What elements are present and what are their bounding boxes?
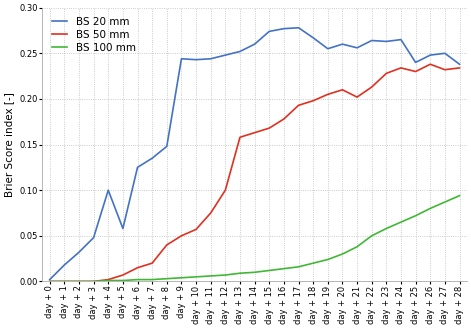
BS 100 mm (135, 277, 140, 281)
BS 100 mm (149, 277, 155, 281)
BS 20 mm (120, 227, 126, 231)
BS 100 mm (179, 276, 184, 280)
BS 50 mm (383, 72, 389, 75)
BS 20 mm (208, 57, 213, 61)
BS 20 mm (252, 42, 258, 46)
BS 20 mm (398, 38, 404, 42)
BS 100 mm (193, 275, 199, 279)
BS 100 mm (427, 206, 433, 210)
BS 50 mm (252, 131, 258, 135)
BS 50 mm (310, 99, 316, 103)
BS 100 mm (222, 273, 228, 277)
BS 20 mm (222, 53, 228, 57)
BS 50 mm (76, 279, 82, 283)
BS 50 mm (369, 85, 374, 89)
BS 20 mm (296, 26, 301, 30)
BS 100 mm (398, 220, 404, 224)
BS 100 mm (208, 274, 213, 278)
BS 50 mm (91, 279, 97, 283)
BS 20 mm (149, 156, 155, 160)
BS 100 mm (340, 252, 345, 256)
BS 20 mm (106, 188, 111, 192)
BS 20 mm (267, 30, 272, 33)
BS 100 mm (413, 214, 418, 218)
BS 50 mm (442, 68, 448, 72)
BS 100 mm (310, 261, 316, 265)
BS 20 mm (369, 39, 374, 43)
BS 100 mm (47, 279, 53, 283)
BS 20 mm (310, 36, 316, 40)
BS 20 mm (427, 53, 433, 57)
BS 50 mm (179, 234, 184, 238)
BS 50 mm (164, 243, 170, 247)
BS 20 mm (383, 39, 389, 43)
BS 20 mm (281, 27, 287, 31)
BS 100 mm (91, 279, 97, 283)
Line: BS 100 mm: BS 100 mm (50, 195, 460, 281)
BS 100 mm (252, 270, 258, 274)
BS 100 mm (325, 257, 331, 261)
BS 50 mm (237, 135, 243, 139)
BS 20 mm (325, 47, 331, 51)
BS 50 mm (413, 70, 418, 73)
BS 50 mm (120, 273, 126, 277)
BS 20 mm (179, 57, 184, 61)
BS 20 mm (457, 62, 463, 66)
BS 20 mm (164, 144, 170, 148)
BS 100 mm (281, 267, 287, 271)
BS 100 mm (62, 279, 67, 283)
BS 50 mm (106, 277, 111, 281)
BS 50 mm (135, 266, 140, 270)
BS 50 mm (47, 279, 53, 283)
BS 100 mm (164, 277, 170, 281)
BS 100 mm (442, 200, 448, 204)
BS 100 mm (120, 278, 126, 282)
BS 100 mm (383, 227, 389, 231)
BS 100 mm (76, 279, 82, 283)
BS 20 mm (354, 46, 360, 50)
Legend: BS 20 mm, BS 50 mm, BS 100 mm: BS 20 mm, BS 50 mm, BS 100 mm (48, 13, 140, 57)
BS 50 mm (457, 66, 463, 70)
BS 50 mm (193, 227, 199, 231)
BS 50 mm (281, 117, 287, 121)
BS 20 mm (135, 165, 140, 169)
BS 20 mm (47, 277, 53, 281)
BS 20 mm (340, 42, 345, 46)
BS 50 mm (222, 188, 228, 192)
BS 50 mm (354, 95, 360, 99)
BS 20 mm (237, 50, 243, 53)
BS 50 mm (296, 103, 301, 107)
BS 50 mm (398, 66, 404, 70)
Y-axis label: Brier Score index [-]: Brier Score index [-] (4, 92, 14, 197)
BS 100 mm (457, 194, 463, 197)
BS 50 mm (427, 62, 433, 66)
BS 100 mm (267, 269, 272, 273)
BS 20 mm (413, 60, 418, 64)
BS 100 mm (369, 234, 374, 238)
Line: BS 20 mm: BS 20 mm (50, 28, 460, 279)
BS 50 mm (267, 126, 272, 130)
BS 20 mm (76, 250, 82, 254)
BS 20 mm (91, 236, 97, 239)
BS 100 mm (354, 245, 360, 249)
BS 100 mm (106, 278, 111, 282)
BS 100 mm (296, 265, 301, 269)
BS 50 mm (340, 88, 345, 92)
BS 50 mm (325, 92, 331, 96)
BS 100 mm (237, 271, 243, 275)
BS 50 mm (149, 261, 155, 265)
BS 20 mm (193, 58, 199, 62)
BS 50 mm (62, 279, 67, 283)
BS 20 mm (442, 51, 448, 55)
BS 20 mm (62, 263, 67, 267)
BS 50 mm (208, 211, 213, 215)
Line: BS 50 mm: BS 50 mm (50, 64, 460, 281)
